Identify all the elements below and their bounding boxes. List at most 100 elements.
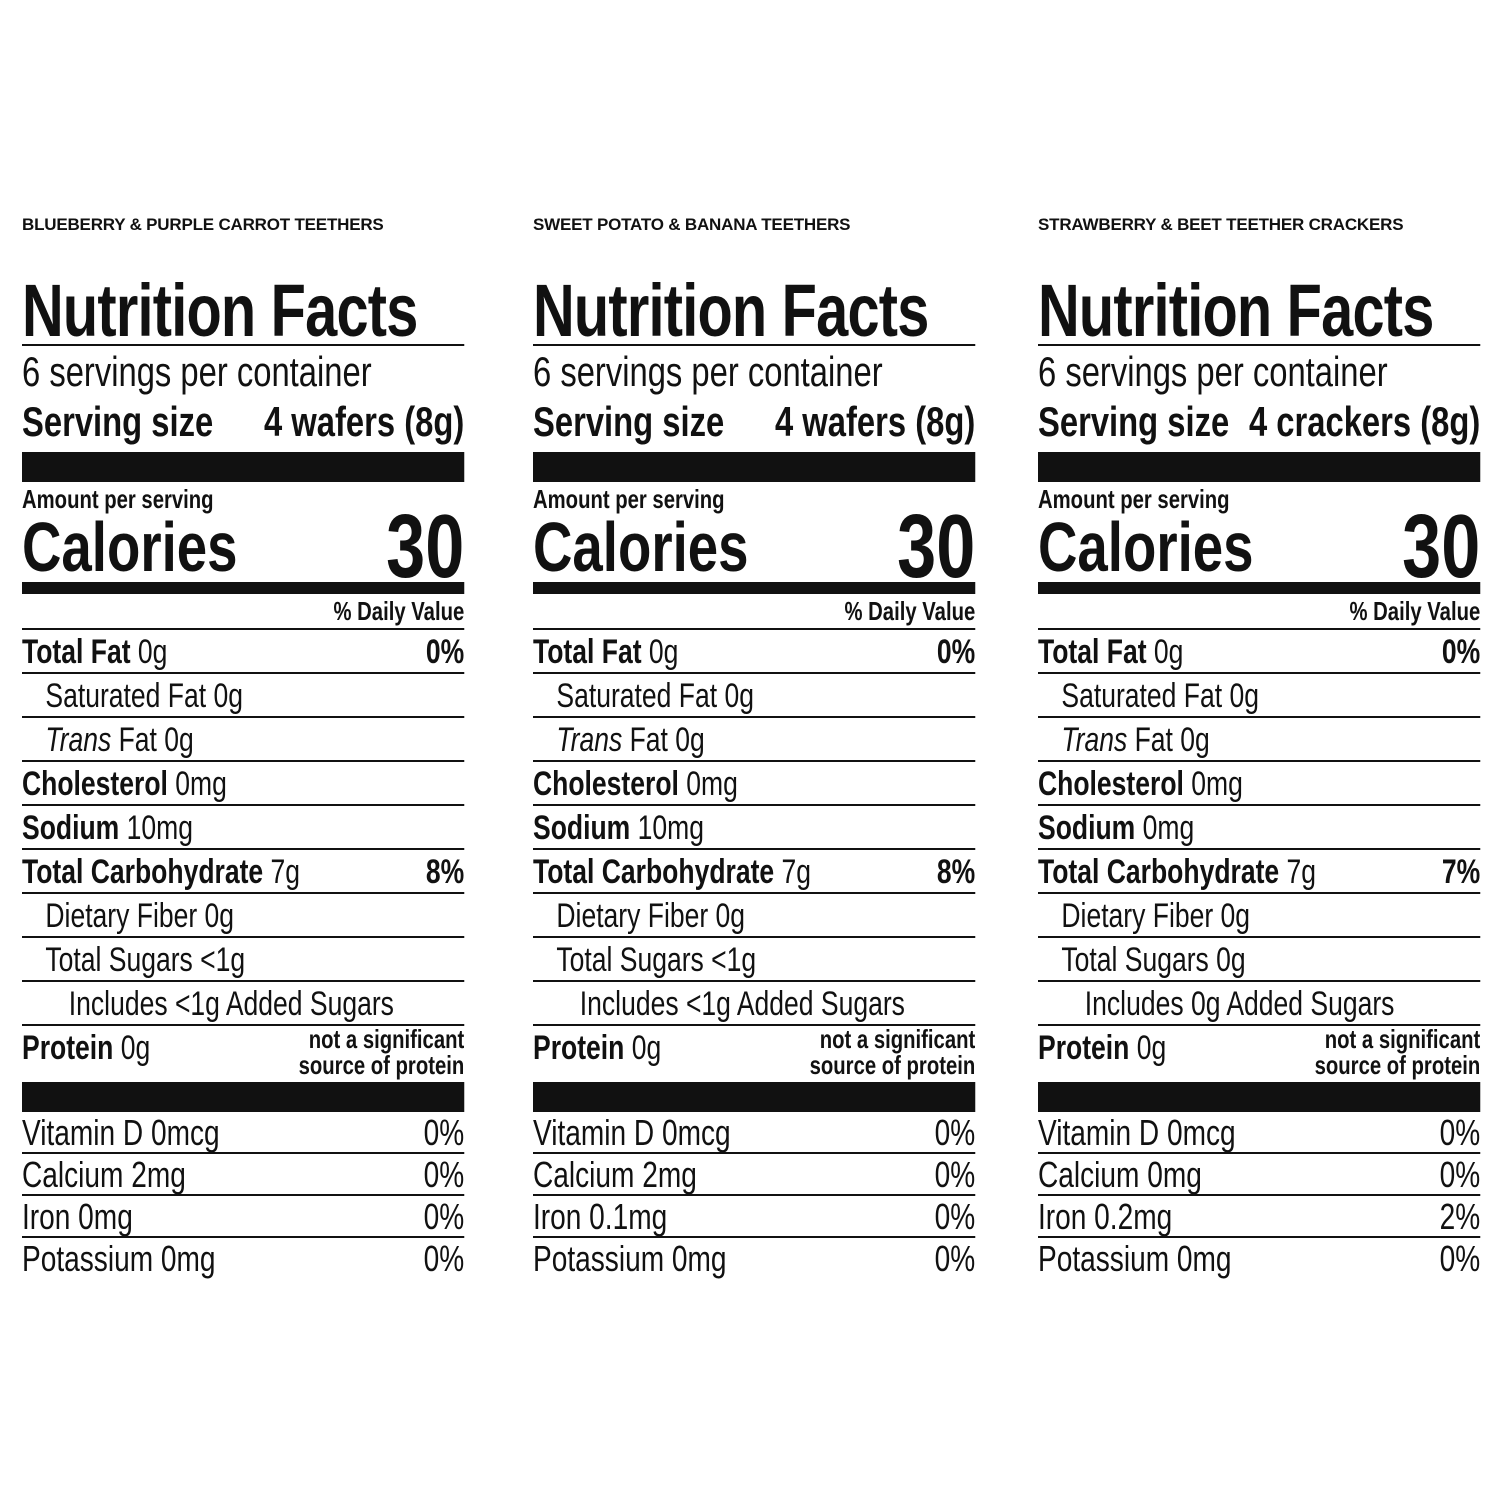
- label-title: Nutrition Facts: [533, 274, 976, 348]
- nutrient: Total Carbohydrate 7g: [22, 850, 300, 892]
- nutrient-row: Total Sugars <1g: [533, 938, 976, 982]
- vitamin-dv: 0%: [1439, 1154, 1481, 1195]
- vitamin-dv: 2%: [1439, 1196, 1481, 1237]
- product-name: BLUEBERRY & PURPLE CARROT TEETHERS: [22, 215, 384, 234]
- vitamin-row: Calcium 2mg 0%: [533, 1154, 976, 1196]
- nutrient-row: Total Carbohydrate 7g 8%: [22, 850, 465, 894]
- nutrient: Total Sugars 0g: [1038, 938, 1245, 980]
- nutrient-row: Dietary Fiber 0g: [533, 894, 976, 938]
- thick-bar: [22, 1082, 465, 1112]
- vitamin-name: Iron 0mg: [22, 1196, 133, 1237]
- nutrient-name: Total Fat: [533, 633, 642, 671]
- vitamin-row: Potassium 0mg 0%: [533, 1238, 975, 1279]
- nutrient-name: Saturated Fat 0g: [45, 677, 243, 715]
- vitamin-name: Calcium 2mg: [22, 1154, 186, 1195]
- nutrient-row: Sodium 0mg: [1038, 806, 1481, 850]
- nutrient: Sodium 10mg: [22, 806, 193, 848]
- nutrient: Total Fat 0g: [533, 630, 678, 672]
- protein: Protein 0g: [22, 1026, 150, 1082]
- protein-note: not a significant source of protein: [1315, 1026, 1481, 1082]
- protein-note-line: not a significant: [308, 1024, 465, 1054]
- vitamin-dv: 0%: [934, 1196, 976, 1237]
- protein-row: Protein 0g not a significant source of pro…: [22, 1026, 464, 1082]
- nutrient-row: Includes <1g Added Sugars: [533, 982, 976, 1026]
- nutrient: Total Sugars <1g: [22, 938, 245, 980]
- nutrient-row: Total Carbohydrate 7g 7%: [1038, 850, 1481, 894]
- serving-size: Serving size 4 crackers (8g): [1038, 398, 1480, 446]
- thick-bar: [22, 452, 465, 482]
- nutrient-name: Sodium: [22, 809, 120, 847]
- vitamin-row: Potassium 0mg 0%: [1038, 1238, 1481, 1279]
- nutrient: Cholesterol 0mg: [533, 762, 738, 804]
- vitamin-row: Vitamin D 0mcg 0%: [533, 1112, 976, 1154]
- serving-size: Serving size 4 wafers (8g): [533, 398, 975, 446]
- calories-value: 30: [386, 496, 465, 597]
- nutrient: Saturated Fat 0g: [1038, 674, 1259, 716]
- nutrient-amount: 0g: [1153, 633, 1184, 671]
- nutrient-row: Includes 0g Added Sugars: [1038, 982, 1481, 1026]
- product-name: SWEET POTATO & BANANA TEETHERS: [533, 215, 851, 234]
- protein-row: Protein 0g not a significant source of pro…: [1038, 1026, 1480, 1082]
- protein-name: Protein: [533, 1029, 625, 1067]
- nutrient: Sodium 0mg: [1038, 806, 1194, 848]
- nutrient-name: Dietary Fiber 0g: [1061, 897, 1251, 935]
- nutrient-dv: 0%: [936, 633, 976, 671]
- nutrient-name: Includes <1g Added Sugars: [579, 985, 905, 1023]
- nutrient-amount: 0g: [137, 633, 168, 671]
- nutrient-row: Total Fat 0g 0%: [1038, 630, 1481, 674]
- protein-note-line: source of protein: [298, 1050, 465, 1080]
- nutrient: Saturated Fat 0g: [22, 674, 243, 716]
- serving-size: Serving size 4 wafers (8g): [22, 398, 464, 446]
- vitamin-dv: 0%: [1439, 1238, 1481, 1279]
- nutrient: Includes <1g Added Sugars: [533, 982, 905, 1024]
- nutrient: Cholesterol 0mg: [22, 762, 227, 804]
- medium-bar: [1038, 582, 1481, 594]
- vitamin-dv: 0%: [423, 1196, 465, 1237]
- nutrient: Sodium 10mg: [533, 806, 704, 848]
- nutrient-amount: 0mg: [175, 765, 227, 803]
- nutrient-amount: 7g: [1286, 853, 1317, 891]
- serving-size-label: Serving size: [22, 398, 214, 445]
- nutrient-name: Total Fat: [22, 633, 131, 671]
- nutrient-row: Total Sugars 0g: [1038, 938, 1481, 982]
- serving-size-label: Serving size: [1038, 398, 1230, 445]
- nutrient-amount: Fat 0g: [629, 721, 705, 759]
- serving-size-value: 4 crackers (8g): [1248, 398, 1481, 445]
- calories: Calories 30: [533, 497, 975, 597]
- nutrient-row: Trans Fat 0g: [1038, 718, 1481, 762]
- nutrient-name: Sodium: [1038, 809, 1136, 847]
- nutrient-name: Includes <1g Added Sugars: [68, 985, 394, 1023]
- nutrient-amount: 0g: [648, 633, 679, 671]
- vitamin-name: Vitamin D 0mcg: [533, 1112, 731, 1153]
- serving-size-value: 4 wafers (8g): [774, 398, 976, 445]
- nutrition-label: Nutrition Facts 6 servings per container S…: [1038, 274, 1481, 1279]
- calories-label: Calories: [533, 508, 749, 586]
- protein-amount: 0g: [120, 1029, 151, 1067]
- calories-label: Calories: [22, 508, 238, 586]
- nutrient-row: Saturated Fat 0g: [533, 674, 976, 718]
- nutrient-name: Total Carbohydrate: [533, 853, 775, 891]
- nutrient-name: Cholesterol: [533, 765, 679, 803]
- protein-note: not a significant source of protein: [810, 1026, 976, 1082]
- nutrient-name: Total Carbohydrate: [22, 853, 264, 891]
- nutrient: Total Carbohydrate 7g: [1038, 850, 1316, 892]
- nutrient-amount: 10mg: [637, 809, 704, 847]
- nutrient: Dietary Fiber 0g: [1038, 894, 1250, 936]
- nutrient-row: Dietary Fiber 0g: [22, 894, 465, 938]
- nutrient-amount: 0mg: [1142, 809, 1195, 847]
- nutrient-name: Trans: [45, 721, 112, 759]
- nutrient-row: Trans Fat 0g: [22, 718, 465, 762]
- amount-per-serving: Amount per serving: [533, 484, 725, 514]
- nutrient-row: Includes <1g Added Sugars: [22, 982, 465, 1026]
- nutrient-row: Total Sugars <1g: [22, 938, 465, 982]
- vitamin-row: Vitamin D 0mcg 0%: [1038, 1112, 1481, 1154]
- label-title: Nutrition Facts: [1038, 274, 1481, 348]
- nutrient: Includes <1g Added Sugars: [22, 982, 394, 1024]
- servings: 6 servings per container: [533, 348, 883, 395]
- thick-bar: [1038, 452, 1481, 482]
- protein-note-line: not a significant: [819, 1024, 976, 1054]
- protein-amount: 0g: [1136, 1029, 1167, 1067]
- vitamin-name: Calcium 0mg: [1038, 1154, 1202, 1195]
- nutrient-row: Cholesterol 0mg: [22, 762, 465, 806]
